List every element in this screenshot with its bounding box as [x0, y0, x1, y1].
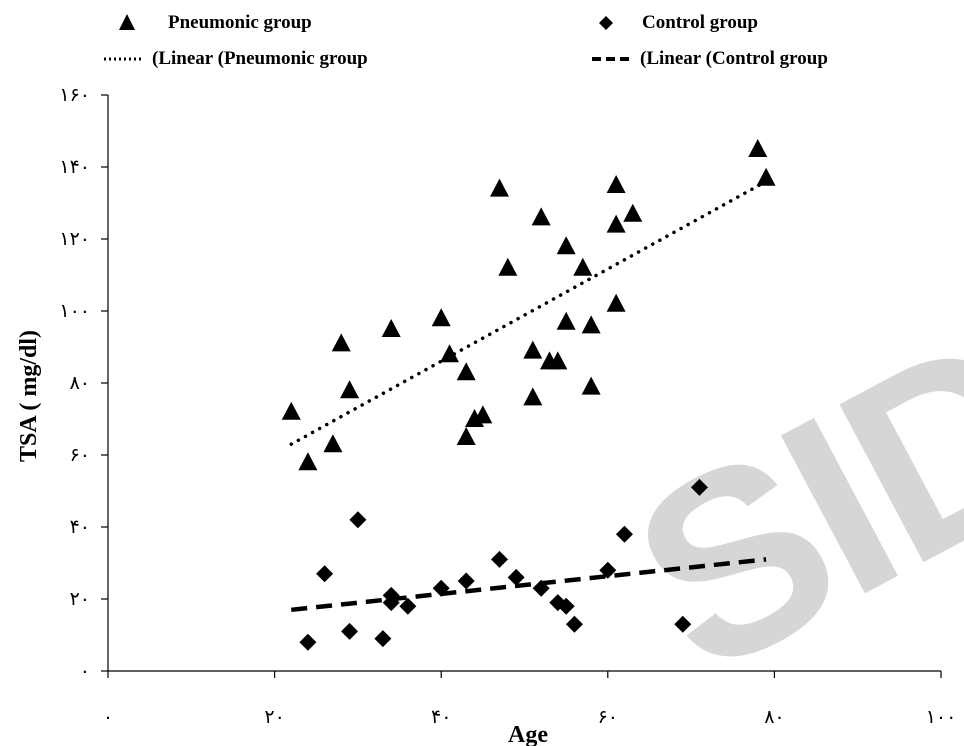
triangle-point — [281, 401, 301, 420]
x-tick-label: ۴٠ — [431, 706, 451, 728]
legend-label-control: Control group — [642, 12, 758, 33]
triangle-point — [473, 405, 493, 424]
triangle-point — [548, 351, 568, 370]
axes: ٠ ٢٠ ۴٠ ۶٠ ٨٠ ١٠٠ ١٢٠ ١۴٠ ١۶٠ ٠ ٢٠ ۴٠ ۶٠ ٨٠ ١٠٠ — [59, 84, 956, 728]
x-tick-label: ٨٠ — [764, 706, 784, 728]
y-tick-label: ۶٠ — [70, 444, 90, 466]
x-tick-label: ٠ — [103, 706, 113, 728]
triangle-point — [556, 311, 576, 330]
y-tick-label: ۴٠ — [70, 516, 90, 538]
triangle-point — [498, 257, 518, 276]
y-tick-label: ١۶٠ — [59, 84, 90, 106]
legend-label-linear-control: (Linear (Control group — [640, 48, 828, 69]
diamond-point — [565, 615, 583, 633]
triangle-point — [523, 340, 543, 359]
trendlines — [289, 179, 768, 613]
triangle-point — [323, 434, 343, 453]
triangle-point — [606, 214, 626, 233]
triangle-point — [440, 344, 460, 363]
triangle-point — [298, 452, 318, 471]
triangle-marker-icon — [119, 14, 135, 30]
triangle-point — [456, 362, 476, 381]
diamond-point — [432, 579, 450, 597]
diamond-point — [316, 565, 334, 583]
diamond-point — [674, 615, 692, 633]
legend-label-linear-pneumonic: (Linear (Pneumonic group — [152, 48, 368, 69]
diamond-point — [615, 525, 633, 543]
diamond-point — [374, 630, 392, 648]
x-tick-label: ١٠٠ — [926, 706, 957, 728]
y-tick-label: ١٢٠ — [59, 228, 90, 250]
y-tick-label: ٢٠ — [70, 588, 90, 610]
trendline-pneumonic — [289, 179, 768, 446]
triangle-point — [748, 139, 768, 157]
y-tick-label: ١۴٠ — [59, 156, 90, 178]
triangle-point — [756, 167, 776, 186]
y-tick-label: ٠ — [80, 660, 90, 682]
diamond-point — [341, 622, 359, 640]
diamond-point — [399, 597, 417, 615]
y-tick-label: ٨٠ — [70, 372, 90, 394]
triangle-point — [573, 257, 593, 276]
triangle-point — [431, 308, 451, 327]
triangle-point — [523, 387, 543, 406]
legend-item-control: Control group — [584, 8, 758, 38]
diamond-point — [690, 478, 708, 496]
legend: Pneumonic group Control group (Linear (P… — [0, 0, 964, 80]
dotted-line-icon — [104, 57, 144, 61]
triangle-point — [456, 427, 476, 445]
diamond-point — [491, 550, 509, 568]
dashed-line-icon — [592, 57, 632, 61]
triangle-point — [381, 319, 401, 337]
data-points — [281, 139, 776, 651]
legend-item-pneumonic: Pneumonic group — [110, 8, 312, 38]
y-tick-label: ١٠٠ — [59, 300, 90, 322]
diamond-point — [532, 579, 550, 597]
diamond-point — [599, 561, 617, 579]
triangle-point — [556, 236, 576, 255]
x-axis-label: Age — [508, 722, 548, 746]
diamond-point — [349, 511, 367, 529]
triangle-point — [581, 315, 601, 334]
trendline-control — [291, 557, 767, 613]
diamond-point — [457, 572, 475, 590]
x-tick-label: ۶٠ — [598, 706, 618, 728]
triangle-point — [581, 376, 601, 395]
triangle-point — [623, 203, 643, 222]
diamond-point — [557, 597, 575, 615]
triangle-point — [340, 380, 360, 399]
triangle-point — [606, 293, 626, 312]
legend-item-linear-pneumonic: (Linear (Pneumonic group — [102, 44, 368, 74]
triangle-point — [331, 333, 351, 352]
legend-label-pneumonic: Pneumonic group — [168, 12, 312, 33]
diamond-point — [299, 633, 317, 651]
triangle-point — [606, 175, 626, 193]
legend-item-linear-control: (Linear (Control group — [590, 44, 828, 74]
y-axis-label: TSA ( mg/dl) — [16, 330, 42, 462]
x-tick-label: ٢٠ — [264, 706, 284, 728]
triangle-point — [531, 207, 551, 226]
diamond-point — [382, 586, 400, 604]
diamond-point — [507, 568, 525, 586]
triangle-point — [490, 178, 510, 197]
diamond-marker-icon — [599, 16, 613, 30]
axis-labels: Age TSA ( mg/dl) — [16, 330, 548, 746]
